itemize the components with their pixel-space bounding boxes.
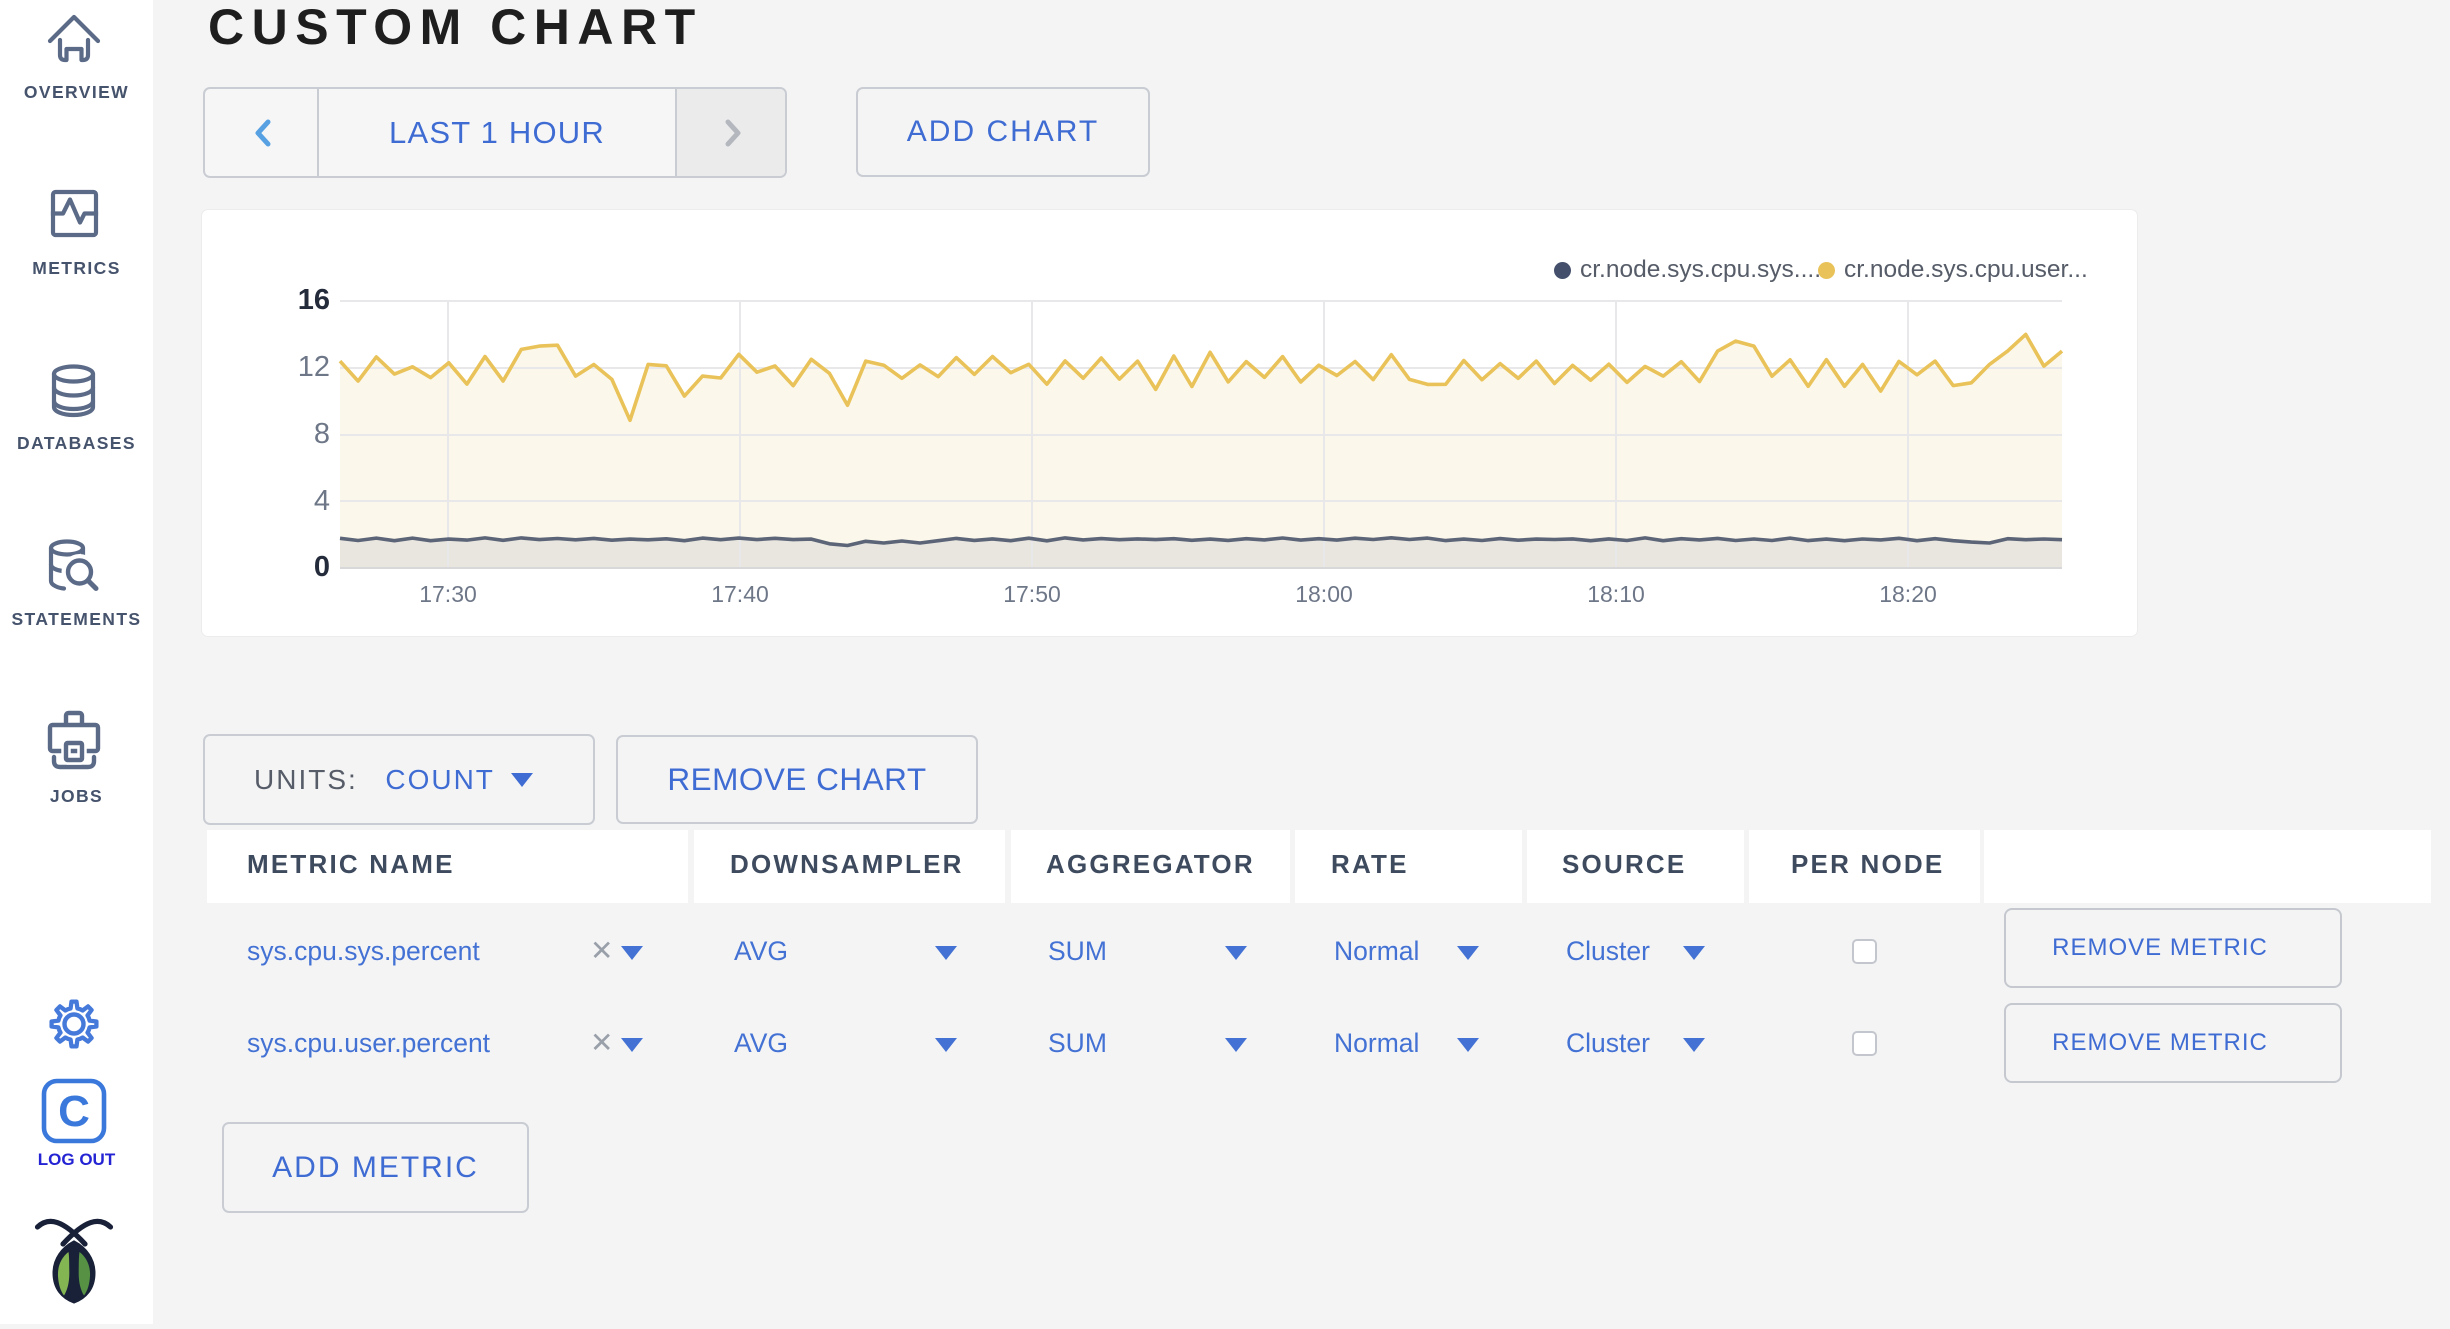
svg-text:C: C	[58, 1087, 90, 1136]
